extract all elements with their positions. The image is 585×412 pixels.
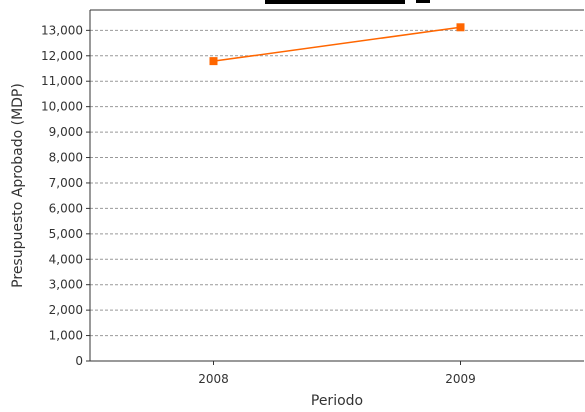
x-tick-label: 2009 bbox=[445, 372, 476, 386]
y-tick-label: 4,000 bbox=[49, 252, 83, 266]
series-line bbox=[213, 26, 461, 62]
y-tick-label: 9,000 bbox=[49, 125, 83, 139]
y-tick-label: 7,000 bbox=[49, 176, 83, 190]
data-point bbox=[456, 23, 465, 32]
y-tick-labels: 0 1,000 2,000 3,000 4,000 5,000 6,000 7,000 8,00… bbox=[41, 23, 90, 368]
x-axis-title: Periodo bbox=[311, 393, 363, 409]
y-tick-label: 10,000 bbox=[41, 100, 83, 114]
y-tick-label: 3,000 bbox=[49, 278, 83, 292]
y-tick-label: 1,000 bbox=[49, 329, 83, 343]
title-glyph-fragment bbox=[416, 0, 430, 3]
y-tick-label: 0 bbox=[75, 354, 83, 368]
x-tick-labels: 2008 2009 bbox=[198, 361, 476, 386]
chart-title-partial bbox=[265, 0, 430, 4]
y-tick-label: 8,000 bbox=[49, 151, 83, 165]
y-tick-label: 2,000 bbox=[49, 303, 83, 317]
y-tick-label: 13,000 bbox=[41, 23, 83, 37]
y-tick-label: 6,000 bbox=[49, 201, 83, 215]
y-tick-label: 12,000 bbox=[41, 49, 83, 63]
series-layer bbox=[209, 23, 465, 66]
data-point bbox=[209, 57, 218, 66]
x-tick-label: 2008 bbox=[198, 372, 229, 386]
gridlines bbox=[90, 29, 584, 337]
y-tick-label: 11,000 bbox=[41, 74, 83, 88]
y-axis-title: Presupuesto Aprobado (MDP) bbox=[10, 83, 26, 288]
axes bbox=[89, 9, 584, 362]
title-glyph-fragment bbox=[265, 0, 405, 4]
y-tick-label: 5,000 bbox=[49, 227, 83, 241]
